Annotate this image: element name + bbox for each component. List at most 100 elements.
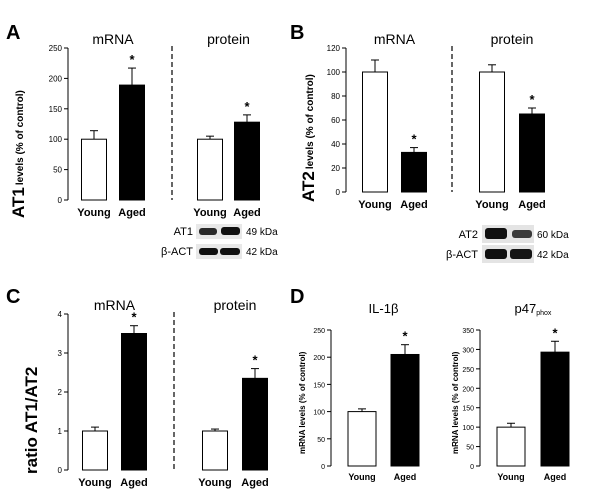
chart-title-c-mrna: mRNA <box>94 297 136 313</box>
panel-b-ylabel-main: AT2 <box>299 171 318 202</box>
bar-d-il1b-young <box>347 411 377 467</box>
y-tick-label-b-mrna: 100 <box>327 68 341 77</box>
category-label-c-mrna: Young <box>78 477 111 489</box>
y-tick-label-b-mrna: 20 <box>331 164 340 173</box>
chart-title-b-protein: protein <box>491 31 534 47</box>
chart-d-il1b: 0 50 100 150 200 250 IL-1β Young * Aged <box>313 301 420 482</box>
category-label-b-protein: Aged <box>518 199 546 211</box>
blot-a-band-aged-1 <box>221 227 240 235</box>
y-tick-label-d-il1b: 150 <box>313 382 325 389</box>
y-tick-label-d-p47: 50 <box>466 445 474 452</box>
category-label-d-p47: Aged <box>544 472 567 482</box>
significance-marker-a-protein: * <box>244 99 250 114</box>
category-label-a-protein: Aged <box>233 207 261 219</box>
y-tick-label-c-mrna: 3 <box>58 349 63 358</box>
panel-b-ylabel-sub: levels (% of control) <box>305 74 316 169</box>
bar-a-protein-young <box>197 138 223 201</box>
significance-marker-c-mrna: * <box>131 310 137 325</box>
chart-title-a-mrna: mRNA <box>92 31 134 47</box>
y-tick-label-a-mrna: 0 <box>58 196 63 205</box>
bar-a-mrna-young <box>81 138 107 201</box>
significance-marker-b-protein: * <box>529 92 535 107</box>
panel-b: B AT2 levels (% of control) AT2 β-ACT 60 … <box>290 22 569 263</box>
y-tick-label-d-il1b: 200 <box>313 355 325 362</box>
bar-d-p47-young <box>496 426 526 467</box>
significance-marker-d-il1b: * <box>402 329 408 344</box>
y-tick-label-a-mrna: 150 <box>49 105 63 114</box>
chart-title-d-il1b: IL-1β <box>369 301 399 316</box>
panel-d-letter: D <box>290 286 304 308</box>
bar-c-mrna-aged <box>121 333 147 471</box>
y-tick-label-a-mrna: 250 <box>49 44 63 53</box>
y-tick-label-b-mrna: 40 <box>331 140 340 149</box>
blot-b-size-1: 60 kDa <box>537 230 569 241</box>
blot-a-band-row-2 <box>196 244 242 259</box>
significance-marker-a-mrna: * <box>129 52 135 67</box>
bar-c-mrna-young <box>82 430 108 471</box>
bar-b-protein-young <box>479 71 505 193</box>
significance-marker-c-protein: * <box>252 353 258 368</box>
panel-a-letter: A <box>6 22 20 44</box>
bar-c-protein-aged <box>242 377 268 471</box>
panel-b-letter: B <box>290 22 304 44</box>
panel-a: A AT1 levels (% of control) AT1 β-ACT 49 … <box>6 22 278 259</box>
chart-b-protein: protein Young * Aged <box>475 31 545 211</box>
y-tick-label-d-p47: 300 <box>462 347 474 354</box>
category-label-b-protein: Young <box>475 199 508 211</box>
blot-a-band-aged-2 <box>220 248 240 255</box>
chart-title-d-p47: p47phox <box>515 301 552 317</box>
chart-d-p47: 0 50 100 150 200 250 300 350 p47phox Young * Aged <box>462 301 570 482</box>
blot-a-label-1: AT1 <box>174 226 193 238</box>
bar-b-mrna-young <box>362 71 388 193</box>
blot-b-band-young-2 <box>485 249 507 259</box>
panel-a-blot: AT1 β-ACT 49 kDa 42 kDa <box>161 224 278 259</box>
blot-a-size-2: 42 kDa <box>246 247 278 258</box>
y-tick-label-d-p47: 350 <box>462 328 474 335</box>
y-tick-label-b-mrna: 80 <box>331 92 340 101</box>
chart-title-sub-d-p47: phox <box>536 310 552 317</box>
category-label-d-il1b: Young <box>348 472 375 482</box>
significance-marker-d-p47: * <box>552 325 558 340</box>
chart-title-c-protein: protein <box>214 297 257 313</box>
category-label-d-p47: Young <box>497 472 524 482</box>
blot-b-size-2: 42 kDa <box>537 250 569 261</box>
y-tick-label-d-il1b: 250 <box>313 328 325 335</box>
bar-a-mrna-aged <box>119 84 145 201</box>
y-tick-label-d-p47: 200 <box>462 386 474 393</box>
blot-b-band-aged-1 <box>512 230 532 238</box>
bar-d-p47-aged <box>540 351 570 467</box>
panel-c-ylabel: ratio AT1/AT2 <box>22 367 41 474</box>
bar-b-protein-aged <box>519 113 545 193</box>
category-label-b-mrna: Young <box>358 199 391 211</box>
panel-d-right-ylabel: mRNA levels (% of control) <box>451 351 460 454</box>
panel-a-ylabel: AT1 levels (% of control) <box>9 90 28 218</box>
chart-c-protein: protein Young * Aged <box>198 297 268 489</box>
charts: 050100150200250mRNAYoung*AgedproteinYoun… <box>49 31 570 489</box>
y-tick-label-d-il1b: 100 <box>313 410 325 417</box>
category-label-c-protein: Young <box>198 477 231 489</box>
bar-c-protein-young <box>202 430 228 471</box>
y-tick-label-d-p47: 250 <box>462 367 474 374</box>
category-label-d-il1b: Aged <box>394 472 417 482</box>
panel-c-letter: C <box>6 286 20 308</box>
category-label-a-mrna: Young <box>77 207 110 219</box>
y-tick-label-d-p47: 150 <box>462 406 474 413</box>
blot-a-band-young-1 <box>199 228 217 235</box>
bar-b-mrna-aged <box>401 151 427 193</box>
panel-d: D mRNA levels (% of control) mRNA levels… <box>290 286 460 454</box>
blot-a-size-1: 49 kDa <box>246 227 278 238</box>
y-tick-label-a-mrna: 50 <box>53 166 62 175</box>
y-tick-label-d-p47: 0 <box>470 464 474 471</box>
chart-c-mrna: 0 1 2 3 4 mRNA Young * Aged <box>58 297 148 489</box>
chart-title-a-protein: protein <box>207 31 250 47</box>
blot-b-band-aged-2 <box>510 249 532 259</box>
chart-a-protein: protein Young * Aged <box>193 31 260 219</box>
y-tick-label-c-mrna: 4 <box>58 310 63 319</box>
y-tick-label-c-mrna: 2 <box>58 388 63 397</box>
panel-a-ylabel-sub: levels (% of control) <box>15 90 26 185</box>
chart-a-mrna: 0 50 100 150 200 250 mRNA Young * Aged <box>49 31 146 219</box>
blot-a-label-2: β-ACT <box>161 246 193 258</box>
blot-b-band-young-1 <box>485 228 507 239</box>
bar-a-protein-aged <box>234 121 260 201</box>
